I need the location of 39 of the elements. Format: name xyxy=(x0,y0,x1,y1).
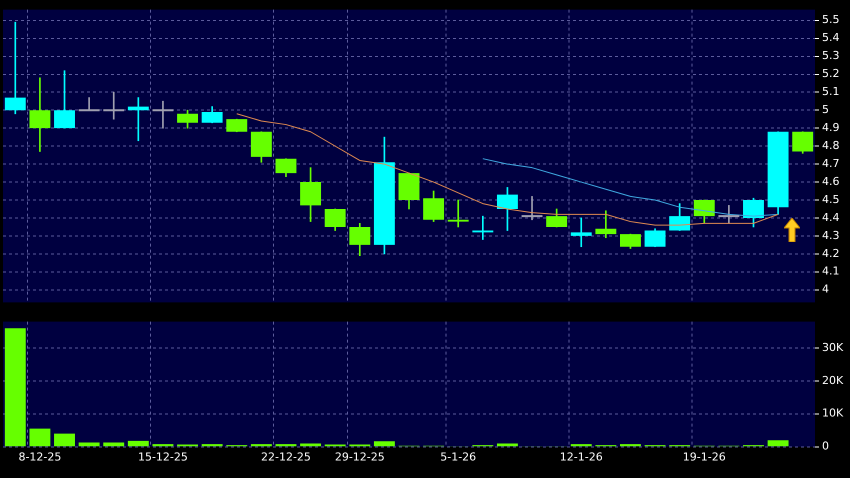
bar xyxy=(29,428,50,446)
y-tick-label: 4 xyxy=(822,282,829,296)
y-tick-label: 5.3 xyxy=(822,49,840,62)
y-tick-label: 4.9 xyxy=(822,121,840,134)
bar xyxy=(54,434,75,446)
y-tick-label: 20K xyxy=(822,374,844,387)
y-tick-label: 30K xyxy=(822,340,844,354)
y-tick-label: 4.2 xyxy=(822,246,840,260)
y-tick-label: 5.1 xyxy=(822,85,840,98)
bar xyxy=(78,442,100,446)
bar xyxy=(496,444,518,446)
bar xyxy=(4,328,26,446)
y-tick-label: 4.4 xyxy=(822,210,840,224)
bar xyxy=(300,444,322,446)
y-tick-label: 4.1 xyxy=(822,264,840,278)
y-tick-label: 4.3 xyxy=(822,228,840,242)
y-tick-label: 5 xyxy=(822,103,829,116)
x-tick-label: 19-1-26 xyxy=(682,450,726,464)
y-tick-label: 5.5 xyxy=(822,13,840,26)
x-tick-label: 15-12-25 xyxy=(138,450,188,464)
bar xyxy=(768,440,789,446)
y-tick-label: 4.6 xyxy=(822,174,840,188)
bar xyxy=(103,442,124,446)
y-tick-label: 5.2 xyxy=(822,67,840,80)
x-tick-label: 5-1-26 xyxy=(440,450,476,464)
y-tick-label: 4.7 xyxy=(822,156,840,170)
y-tick-label: 0 xyxy=(822,440,829,453)
y-tick-label: 5.4 xyxy=(822,31,840,44)
candlestick xyxy=(152,100,174,128)
candlestick xyxy=(522,196,542,220)
bar xyxy=(128,440,149,446)
x-tick-label: 12-1-26 xyxy=(560,450,603,464)
y-tick-label: 4.8 xyxy=(822,138,840,152)
y-tick-label: 4.5 xyxy=(822,192,840,206)
bar xyxy=(374,441,395,446)
y-tick-label: 10K xyxy=(822,406,844,420)
x-tick-label: 22-12-25 xyxy=(261,450,311,464)
x-tick-label: 29-12-25 xyxy=(334,450,385,464)
x-tick-label: 8-12-25 xyxy=(18,450,62,464)
